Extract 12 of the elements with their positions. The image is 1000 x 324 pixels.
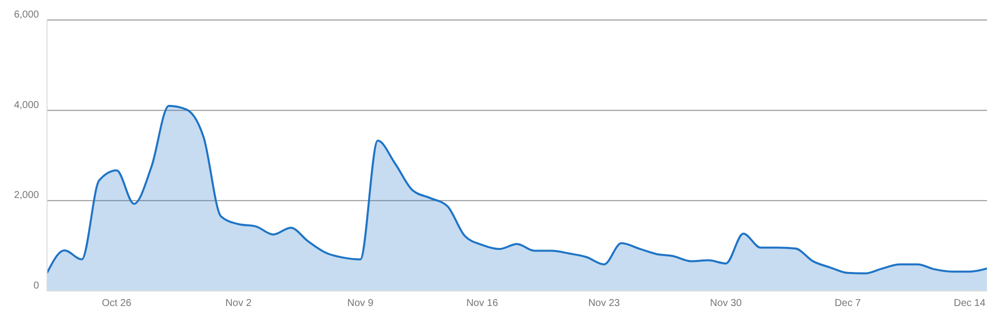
x-tick-label: Nov 30 [710,298,742,310]
y-tick-label: 6,000 [14,10,40,21]
x-tick-label: Nov 23 [588,298,620,310]
y-tick-label: 2,000 [14,190,40,202]
y-tick-label: 0 [33,280,40,292]
x-tick-label: Nov 16 [466,298,498,310]
x-tick-label: Dec 14 [954,298,986,310]
x-tick-label: Nov 2 [225,298,252,310]
x-tick-label: Dec 7 [834,298,862,310]
y-tick-label: 4,000 [14,100,40,111]
x-tick-label: Nov 9 [347,298,374,310]
x-tick-label: Oct 26 [102,298,132,310]
